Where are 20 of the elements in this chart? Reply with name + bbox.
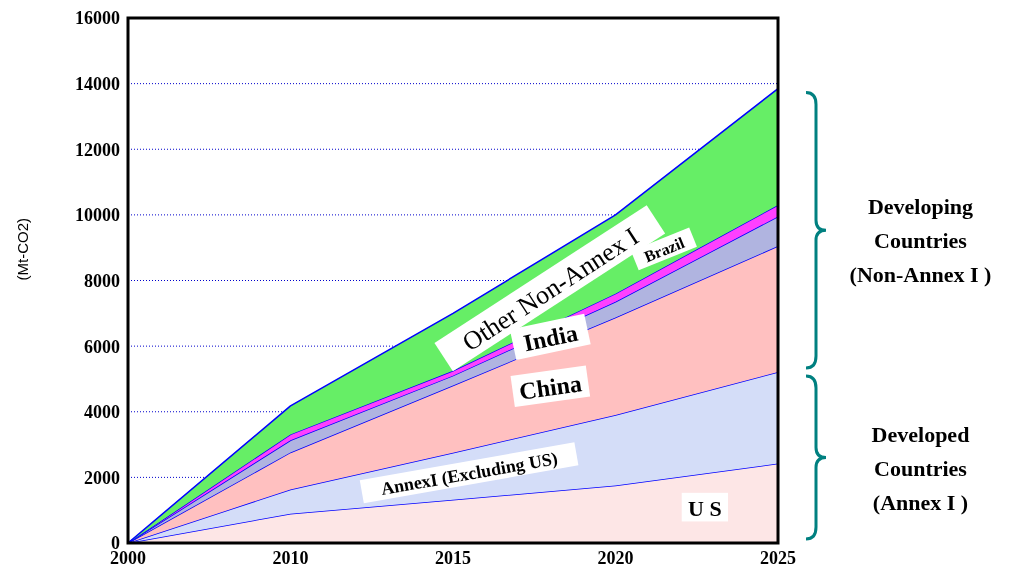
series-label: China: [517, 370, 584, 405]
text: Developing Countries (Non-Annex I ): [848, 193, 993, 290]
x-tick-label: 2020: [597, 547, 634, 568]
y-tick-label: 6000: [84, 336, 120, 357]
y-axis-title: (Mt-CO2): [14, 218, 32, 281]
y-tick-label: 10000: [75, 205, 120, 226]
series-label: U S: [688, 495, 722, 521]
text: Brazil: [641, 233, 688, 266]
y-tick-label: 2000: [84, 467, 120, 488]
y-tick-label: 14000: [75, 74, 120, 95]
text: Developed Countries (Annex I ): [870, 420, 971, 517]
x-tick-label: 2025: [760, 547, 796, 568]
series-label: India: [521, 319, 580, 357]
x-tick-label: 2015: [435, 547, 471, 568]
y-tick-label: 12000: [75, 139, 120, 160]
x-tick-label: 2010: [272, 547, 309, 568]
y-tick-label: 16000: [75, 8, 120, 29]
y-tick-label: 4000: [84, 402, 120, 423]
series-label: AnnexI (Excluding US): [379, 448, 560, 501]
y-tick-label: 8000: [84, 270, 120, 291]
